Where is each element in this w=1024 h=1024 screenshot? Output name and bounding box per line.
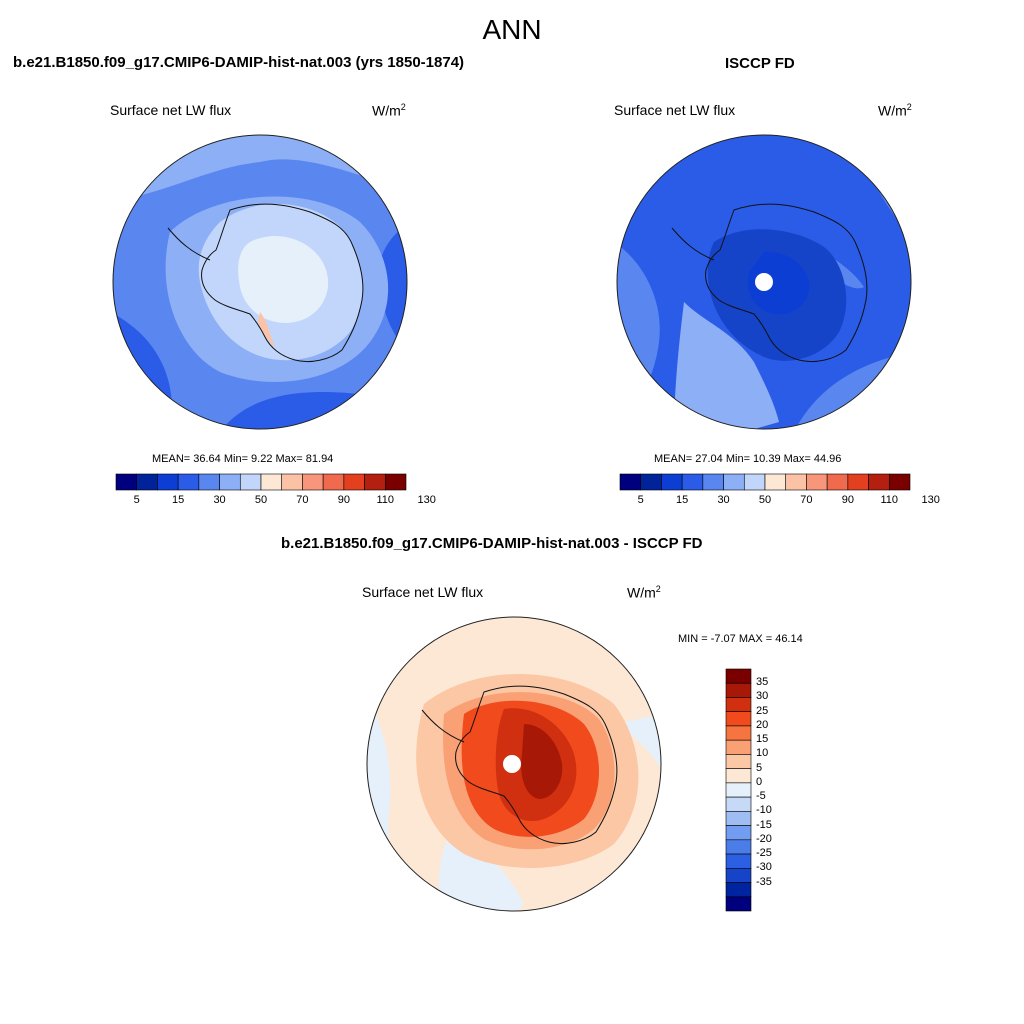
panel-1-map	[112, 134, 408, 430]
colorbar-box	[219, 473, 241, 491]
panel-2-variable: Surface net LW flux	[614, 102, 736, 118]
colorbar-tick-label: 30	[213, 494, 226, 506]
colorbar-box	[725, 768, 752, 784]
panel-2-colorbar	[619, 473, 911, 491]
colorbar-box	[806, 473, 828, 491]
colorbar-tick-label: 10	[756, 747, 769, 760]
colorbar-tick-label: 35	[756, 676, 769, 689]
colorbar-box	[764, 473, 787, 491]
colorbar-tick-label: 50	[254, 494, 268, 506]
panel-2-title: ISCCP FD	[725, 55, 795, 72]
colorbar-tick-label: 70	[800, 494, 813, 506]
colorbar-box	[725, 867, 752, 883]
colorbar-box	[281, 473, 303, 491]
colorbar-tick-label: 15	[676, 494, 689, 506]
colorbar-box	[260, 473, 283, 491]
colorbar-box	[619, 473, 642, 491]
colorbar-tick-label: 25	[756, 704, 769, 717]
page-title: ANN	[482, 14, 542, 45]
colorbar-box	[847, 473, 869, 491]
colorbar-tick-label: -30	[756, 861, 772, 874]
colorbar-box	[725, 754, 752, 769]
panel-2-coastline	[671, 203, 868, 363]
colorbar-tick-label: -10	[756, 804, 772, 817]
colorbar-tick-label: 5	[756, 761, 763, 774]
colorbar-tick-label: 50	[758, 494, 772, 506]
colorbar-box	[723, 473, 745, 491]
colorbar-box	[640, 473, 662, 491]
colorbar-box	[725, 782, 752, 798]
colorbar-tick-label: 20	[756, 718, 769, 731]
colorbar-box	[198, 473, 220, 491]
colorbar-box	[725, 896, 752, 912]
panel-2-units: W/m2	[878, 102, 912, 119]
colorbar-tick-label: -20	[756, 832, 772, 845]
colorbar-tick-label: 90	[337, 494, 350, 506]
colorbar-box	[115, 473, 138, 491]
colorbar-box	[136, 473, 158, 491]
colorbar-box	[681, 473, 704, 491]
colorbar-box	[725, 668, 752, 684]
colorbar-box	[725, 682, 752, 698]
colorbar-tick-label: 5	[133, 494, 140, 506]
panel-2-stats: MEAN= 27.04 Min= 10.39 Max= 44.96	[654, 453, 842, 465]
colorbar-box	[743, 473, 766, 491]
panel-1-variable: Surface net LW flux	[110, 102, 232, 118]
colorbar-tick-label: -5	[756, 790, 766, 803]
colorbar-box	[725, 825, 752, 841]
colorbar-box	[725, 711, 752, 727]
colorbar-tick-label: 0	[756, 775, 763, 788]
panel-3-variable: Surface net LW flux	[362, 584, 484, 600]
colorbar-box	[177, 473, 200, 491]
colorbar-box	[725, 882, 752, 898]
colorbar-box	[725, 839, 752, 855]
colorbar-box	[157, 473, 179, 491]
panel-3-coastline	[421, 685, 618, 845]
panel-1-colorbar	[115, 473, 407, 491]
panel-3-units: W/m2	[627, 584, 661, 601]
colorbar-tick-label: 5	[637, 494, 644, 506]
colorbar-tick-label: -35	[756, 875, 772, 888]
colorbar-tick-label: 110	[880, 494, 899, 506]
colorbar-tick-label: 130	[921, 494, 940, 506]
colorbar-tick-label: 15	[172, 494, 185, 506]
colorbar-box	[364, 473, 386, 491]
colorbar-tick-label: 30	[756, 690, 769, 703]
colorbar-box	[322, 473, 345, 491]
panel-3-title: b.e21.B1850.f09_g17.CMIP6-DAMIP-hist-nat…	[281, 535, 703, 552]
panel-3-colorbar	[725, 668, 752, 912]
colorbar-box	[725, 796, 752, 812]
colorbar-box	[888, 473, 911, 491]
colorbar-tick-label: 90	[841, 494, 854, 506]
colorbar-box	[239, 473, 262, 491]
colorbar-box	[302, 473, 324, 491]
panel-2-map	[616, 134, 912, 430]
colorbar-box	[725, 725, 752, 741]
panel-1-units: W/m2	[372, 102, 406, 119]
colorbar-box	[343, 473, 365, 491]
colorbar-tick-label: 70	[296, 494, 309, 506]
panel-1-coastline	[167, 203, 364, 363]
colorbar-box	[725, 697, 752, 713]
colorbar-box	[702, 473, 724, 491]
colorbar-tick-label: 130	[417, 494, 436, 506]
colorbar-box	[661, 473, 683, 491]
colorbar-tick-label: -25	[756, 847, 772, 860]
colorbar-box	[868, 473, 890, 491]
colorbar-box	[725, 739, 752, 755]
colorbar-tick-label: 110	[376, 494, 395, 506]
panel-1-stats: MEAN= 36.64 Min= 9.22 Max= 81.94	[152, 453, 334, 465]
colorbar-box	[725, 811, 752, 826]
colorbar-box	[725, 853, 752, 869]
colorbar-tick-label: 30	[717, 494, 730, 506]
panel-3-stats: MIN = -7.07 MAX = 46.14	[678, 633, 803, 645]
colorbar-box	[785, 473, 807, 491]
colorbar-box	[384, 473, 407, 491]
colorbar-tick-label: 15	[756, 733, 769, 746]
panel-1-title: b.e21.B1850.f09_g17.CMIP6-DAMIP-hist-nat…	[13, 54, 465, 71]
colorbar-box	[826, 473, 849, 491]
panel-3-map	[366, 616, 662, 912]
colorbar-tick-label: -15	[756, 818, 772, 831]
